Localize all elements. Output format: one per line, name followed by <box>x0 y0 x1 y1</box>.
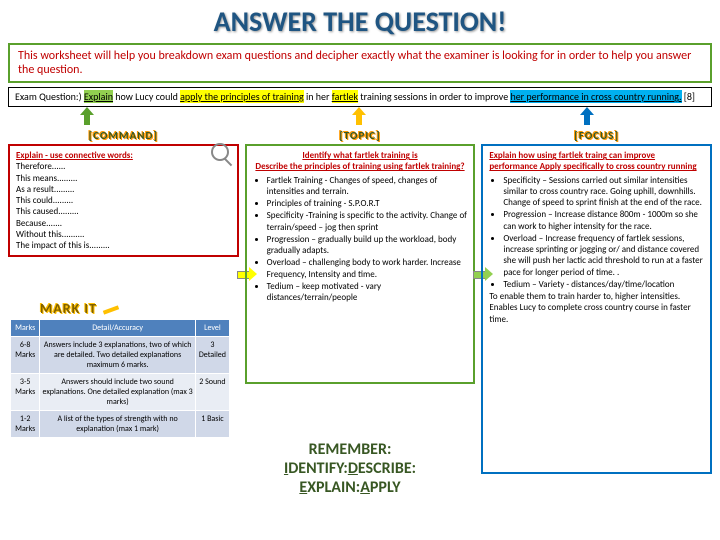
remember-l1: REMEMBER: <box>240 440 460 459</box>
topic-item: Overload – challenging body to work hard… <box>267 257 468 280</box>
remember-text: REMEMBER: IDENTIFY:DESCRIBE: EXPLAIN:APP… <box>240 440 460 498</box>
arrow-up-icon <box>580 111 594 125</box>
box2-items: Fartlek Training - Changes of speed, cha… <box>253 175 468 304</box>
remember-l3: EXPLAIN:APPLY <box>240 478 460 497</box>
markit-section: MARK IT MarksDetail/AccuracyLevel 6-8 Ma… <box>10 300 230 438</box>
arrow-up-icon <box>352 111 366 125</box>
arrow-up-icon <box>80 111 94 125</box>
box2-h1: Identify what fartlek training is <box>253 150 468 161</box>
connective-line: Without this.......... <box>16 229 231 240</box>
table-cell: 6-8 Marks <box>11 337 40 374</box>
topic-item: Tedium – keep motivated - vary distances… <box>267 281 468 304</box>
table-row: 1-2 MarksA list of the types of strength… <box>11 411 230 438</box>
box-topic: Identify what fartlek training is Descri… <box>245 144 476 384</box>
connective-line: This caused......... <box>16 206 231 217</box>
marks-table: MarksDetail/AccuracyLevel 6-8 MarksAnswe… <box>10 319 230 438</box>
table-cell: 1-2 Marks <box>11 411 40 438</box>
table-cell: A list of the types of strength with no … <box>40 411 195 438</box>
box3-items: Specificity – Sessions carried out simil… <box>489 175 704 291</box>
topic-item: Principles of training - S.P.O.R.T <box>267 198 468 209</box>
q-focus: her performance in cross country running… <box>510 90 681 103</box>
box1-lines: Therefore......This means.........As a r… <box>16 161 231 251</box>
magnifier-icon <box>211 143 233 165</box>
page-title: ANSWER THE QUESTION! <box>0 0 720 43</box>
box-focus: Explain how using fartlek traing can imp… <box>481 144 712 474</box>
exam-question: Exam Question:) Explain how Lucy could a… <box>8 87 712 107</box>
connective-line: This could......... <box>16 195 231 206</box>
arrow-row <box>0 111 720 129</box>
box3-h1: Explain how using fartlek traing can imp… <box>489 150 696 172</box>
focus-item: Progression – Increase distance 800m - 1… <box>503 209 704 232</box>
connective-line: Therefore...... <box>16 161 231 172</box>
q-topic1: apply the principles of training <box>180 90 304 103</box>
table-header: Detail/Accuracy <box>40 320 195 337</box>
box1-head: Explain - use connective words: <box>16 150 133 161</box>
q-marks: [8] <box>682 90 695 103</box>
topic-item: Progression – gradually build up the wor… <box>267 234 468 257</box>
q-topic2: fartlek <box>332 90 358 103</box>
q-command: Explain <box>84 90 113 103</box>
markit-label: MARK IT <box>10 300 230 317</box>
table-header: Marks <box>11 320 40 337</box>
focus-item: Specificity – Sessions carried out simil… <box>503 175 704 209</box>
intro-box: This worksheet will help you breakdown e… <box>8 43 712 83</box>
box3-tail: To enable them to train harder to, highe… <box>489 291 704 325</box>
focus-item: Overload – Increase frequency of fartlek… <box>503 233 704 278</box>
topic-item: Specificity -Training is specific to the… <box>267 210 468 233</box>
topic-item: Fartlek Training - Changes of speed, cha… <box>267 175 468 198</box>
table-cell: 3 Detailed <box>195 337 229 374</box>
table-cell: Answers should include two sound explana… <box>40 374 195 411</box>
pencil-icon <box>103 305 119 314</box>
connective-line: The impact of this is......... <box>16 240 231 251</box>
label-command: [COMMAND] <box>8 129 239 142</box>
focus-item: Tedium – Variety - distances/day/time/lo… <box>503 279 704 290</box>
connective-line: Because....... <box>16 218 231 229</box>
table-cell: 3-5 Marks <box>11 374 40 411</box>
box2-h2: Describe the principles of training usin… <box>253 161 468 172</box>
table-cell: 2 Sound <box>195 374 229 411</box>
col-focus: [FOCUS] Explain how using fartlek traing… <box>481 129 712 474</box>
table-cell: 1 Basic <box>195 411 229 438</box>
remember-l2: IDENTIFY:DESCRIBE: <box>240 459 460 478</box>
label-focus: [FOCUS] <box>481 129 712 142</box>
table-header: Level <box>195 320 229 337</box>
table-row: 6-8 MarksAnswers include 3 explanations,… <box>11 337 230 374</box>
q-t3: training sessions in order to improve <box>358 90 510 103</box>
col-topic: [TOPIC] Identify what fartlek training i… <box>245 129 476 474</box>
connective-line: As a result......... <box>16 184 231 195</box>
table-row: 3-5 MarksAnswers should include two soun… <box>11 374 230 411</box>
q-t1: how Lucy could <box>113 90 180 103</box>
label-topic: [TOPIC] <box>245 129 476 142</box>
q-prefix: Exam Question:) <box>15 90 84 103</box>
q-t2: in her <box>304 90 332 103</box>
connective-line: This means......... <box>16 173 231 184</box>
table-cell: Answers include 3 explanations, two of w… <box>40 337 195 374</box>
box-command: Explain - use connective words: Therefor… <box>8 144 239 257</box>
